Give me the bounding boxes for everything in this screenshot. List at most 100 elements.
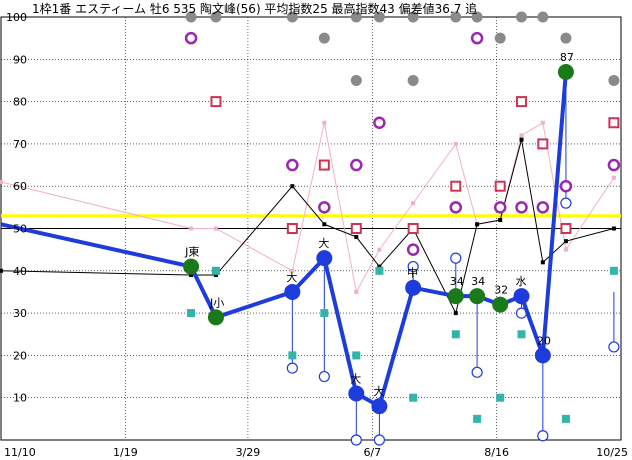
pink-point (354, 289, 359, 294)
red-square-marker (450, 180, 462, 192)
blue-marker (405, 279, 422, 296)
teal-square-marker (609, 266, 618, 275)
purple-circle-marker (559, 179, 573, 193)
gray-marker (471, 11, 483, 23)
black-point (540, 260, 545, 265)
blue-marker (534, 347, 551, 364)
point-label: 大 (373, 384, 384, 398)
purple-circle-marker (536, 201, 550, 214)
green-marker (447, 288, 464, 305)
pink-point (213, 226, 218, 231)
pink-point (290, 268, 295, 273)
gray-marker (560, 32, 572, 44)
black-point (563, 239, 568, 244)
y-tick-label: 10 (13, 392, 27, 405)
pink-point (453, 141, 458, 146)
red-square-marker (560, 223, 572, 234)
low-circle-marker (537, 430, 549, 442)
y-tick-label: 40 (13, 265, 27, 278)
teal-square-marker (320, 309, 329, 318)
red-square-marker (210, 96, 222, 108)
black-point (453, 311, 458, 316)
y-tick-label: 30 (13, 307, 27, 320)
y-tick-label: 100 (6, 11, 27, 24)
blue-marker (348, 385, 365, 402)
purple-circle-marker (286, 158, 299, 172)
y-tick-label: 50 (13, 223, 27, 236)
purple-circle-marker (449, 201, 463, 214)
x-tick-label: 10/25 (596, 446, 628, 459)
purple-circle-marker (373, 116, 386, 129)
low-circle-marker (407, 260, 419, 273)
purple-circle-marker (607, 158, 621, 172)
black-point (377, 264, 382, 269)
point-label: 32 (494, 284, 508, 297)
blue-marker (513, 288, 530, 305)
gray-marker (537, 11, 549, 23)
gray-marker (350, 11, 362, 23)
point-label: 中 (407, 267, 418, 280)
black-point (213, 273, 218, 278)
pink-point (0, 179, 3, 184)
x-tick-label: 3/29 (236, 446, 261, 459)
red-square-marker (350, 223, 362, 234)
low-circle-marker (373, 434, 385, 446)
green-marker (492, 296, 509, 313)
purple-circle-marker (493, 201, 507, 214)
teal-square-marker (451, 330, 460, 339)
pink-point (563, 247, 568, 252)
black-point (611, 226, 616, 231)
red-square-marker (608, 117, 620, 129)
red-square-marker (318, 159, 330, 171)
red-square-marker (516, 96, 528, 108)
point-label: 大 (286, 270, 297, 284)
x-tick-label: 1/19 (113, 446, 138, 459)
point-label: 20 (537, 334, 551, 347)
pink-point (540, 120, 545, 125)
point-label: 大 (350, 371, 361, 385)
low-circle-marker (450, 252, 462, 264)
green-marker (557, 63, 574, 80)
y-tick-label: 70 (13, 138, 27, 151)
low-circle-marker (560, 197, 572, 209)
point-label: 34 (450, 275, 464, 288)
green-marker (183, 258, 200, 275)
gray-marker (185, 11, 197, 23)
blue-marker (284, 283, 301, 300)
pink-point (189, 226, 194, 231)
pink-point (377, 247, 382, 252)
reference-lines (1, 214, 621, 229)
gray-marker (516, 11, 528, 23)
teal-square-marker (211, 266, 220, 275)
gray-marker (210, 11, 222, 23)
teal-square-marker (561, 414, 570, 423)
purple-circle-marker (350, 158, 363, 172)
gray-marker (494, 32, 506, 44)
gray-marker (318, 32, 330, 44)
gray-marker (407, 11, 419, 23)
point-label: 大 (318, 236, 329, 250)
x-tick-labels: 11/10 1/19 3/29 6/7 8/16 10/25 (4, 446, 628, 459)
low-circle-marker (608, 341, 620, 353)
black-point (0, 268, 3, 273)
x-tick-label: 8/16 (484, 446, 509, 459)
red-square-marker (494, 180, 506, 192)
green-marker (207, 309, 224, 326)
gray-marker (608, 74, 620, 86)
gray-marker (407, 74, 419, 86)
chart-title: 1枠1番 エスティーム 牡6 535 陶文峰(56) 平均指数25 最高指数43… (32, 1, 477, 16)
green-marker (469, 288, 486, 305)
point-label: 34 (471, 275, 485, 288)
teal-square-marker (409, 393, 418, 402)
purple-circle-marker (318, 201, 331, 214)
black-point (290, 184, 295, 189)
blue-marker (316, 250, 333, 267)
black-point (322, 222, 327, 227)
gray-marker (286, 11, 298, 23)
purple-circle-marker (406, 243, 420, 256)
black-point (189, 273, 194, 278)
x-tick-label: 6/7 (363, 446, 381, 459)
teal-square-marker (375, 266, 384, 275)
teal-square-marker (187, 309, 196, 318)
teal-square-marker (517, 330, 526, 339)
